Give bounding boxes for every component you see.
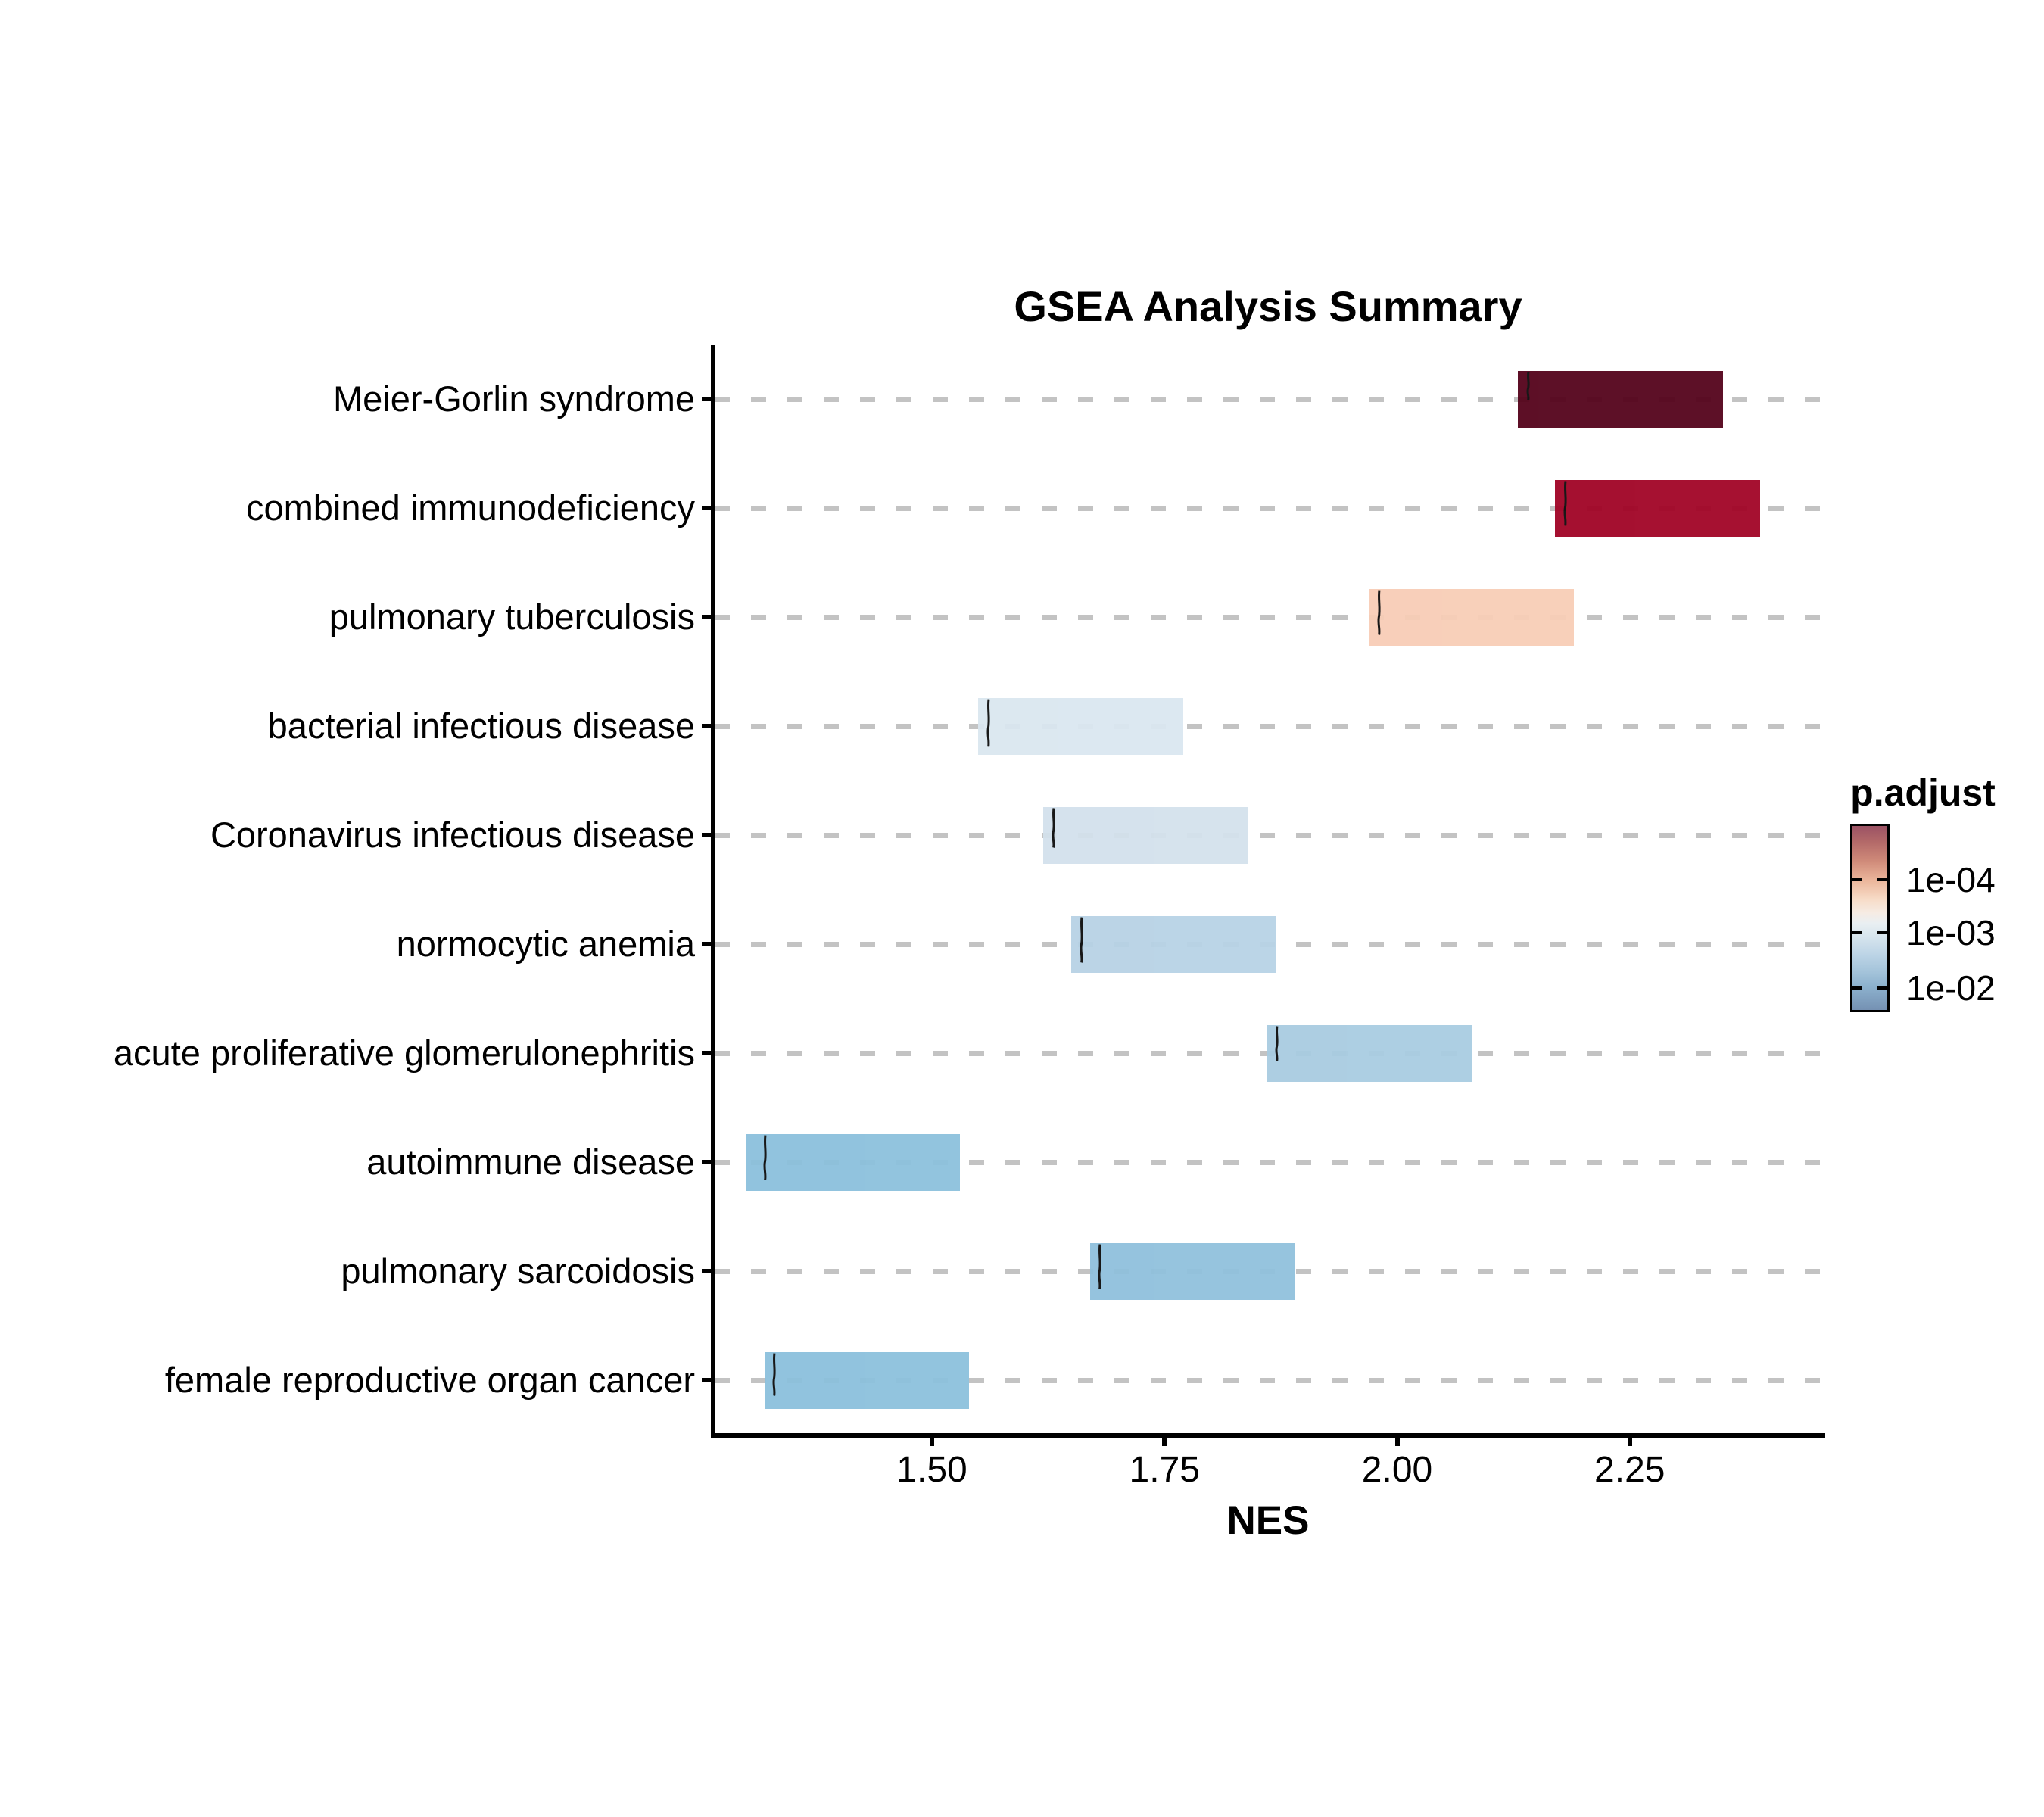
category-label: Meier-Gorlin syndrome [333, 379, 695, 419]
nes-bar [1555, 479, 1760, 537]
y-axis-tick [702, 724, 711, 728]
y-axis-tick [702, 833, 711, 837]
x-axis-tick [1162, 1438, 1167, 1446]
nes-bar [1071, 915, 1276, 973]
legend-title: p.adjust [1850, 771, 1996, 814]
legend-tick-label: 1e-03 [1906, 912, 1996, 952]
nes-bar [1043, 806, 1248, 864]
grid-line [715, 1378, 1821, 1383]
legend-tick-left [1852, 930, 1862, 934]
category-label: normocytic anemia [396, 924, 695, 964]
x-tick-label: 1.75 [1129, 1450, 1200, 1490]
es-curve-marker [1562, 481, 1569, 526]
es-curve-marker [1376, 590, 1383, 635]
x-tick-label: 1.50 [896, 1450, 967, 1490]
category-label: Coronavirus infectious disease [210, 815, 695, 855]
x-axis-tick [1394, 1438, 1400, 1446]
nes-bar [1267, 1024, 1472, 1082]
x-axis-tick [930, 1438, 934, 1446]
legend-tick-label: 1e-02 [1906, 968, 1996, 1008]
nes-bar [1089, 1242, 1295, 1300]
category-label: bacterial infectious disease [267, 706, 695, 746]
nes-bar [1518, 370, 1723, 428]
y-axis-tick [702, 942, 711, 946]
es-curve-marker [1273, 1026, 1281, 1061]
y-axis-tick [702, 1160, 711, 1164]
es-curve-marker [1096, 1244, 1104, 1289]
es-curve-marker [1050, 808, 1058, 848]
category-label: autoimmune disease [366, 1142, 695, 1182]
grid-line [715, 615, 1821, 620]
grid-line [715, 506, 1821, 511]
nes-bar [978, 697, 1183, 755]
category-label: pulmonary sarcoidosis [341, 1251, 695, 1291]
category-label: pulmonary tuberculosis [329, 597, 695, 637]
nes-bar [1369, 588, 1574, 646]
es-curve-marker [762, 1135, 769, 1180]
grid-line [715, 724, 1821, 729]
x-axis-tick [1627, 1438, 1632, 1446]
nes-bar [764, 1351, 970, 1409]
grid-line [715, 397, 1821, 402]
y-axis-tick [702, 1269, 711, 1273]
es-curve-marker [1525, 372, 1532, 400]
legend-tick-left [1852, 986, 1862, 990]
y-axis-tick [702, 506, 711, 510]
x-tick-label: 2.00 [1361, 1450, 1433, 1490]
category-label: acute proliferative glomerulonephritis [113, 1033, 695, 1073]
x-axis-line [711, 1433, 1825, 1438]
es-curve-marker [1078, 917, 1086, 963]
legend-tick-left [1852, 877, 1862, 881]
category-label: combined immunodeficiency [245, 488, 695, 528]
legend-tick-right [1877, 986, 1887, 990]
legend-tick-label: 1e-04 [1906, 859, 1996, 899]
es-curve-marker [985, 699, 992, 747]
y-axis-tick [702, 397, 711, 401]
grid-line [715, 1160, 1821, 1165]
es-curve-marker [771, 1353, 778, 1396]
chart-title: GSEA Analysis Summary [1014, 282, 1522, 330]
category-label: female reproductive organ cancer [164, 1360, 695, 1400]
nes-bar [746, 1133, 960, 1191]
y-axis-line [711, 345, 715, 1437]
y-axis-tick [702, 1378, 711, 1382]
y-axis-tick [702, 615, 711, 619]
legend-tick-right [1877, 930, 1887, 934]
legend-colorbar [1850, 824, 1890, 1012]
x-axis-title: NES [1226, 1498, 1310, 1543]
legend-tick-right [1877, 877, 1887, 881]
grid-line [715, 833, 1821, 838]
y-axis-tick [702, 1051, 711, 1055]
x-tick-label: 2.25 [1594, 1450, 1665, 1490]
